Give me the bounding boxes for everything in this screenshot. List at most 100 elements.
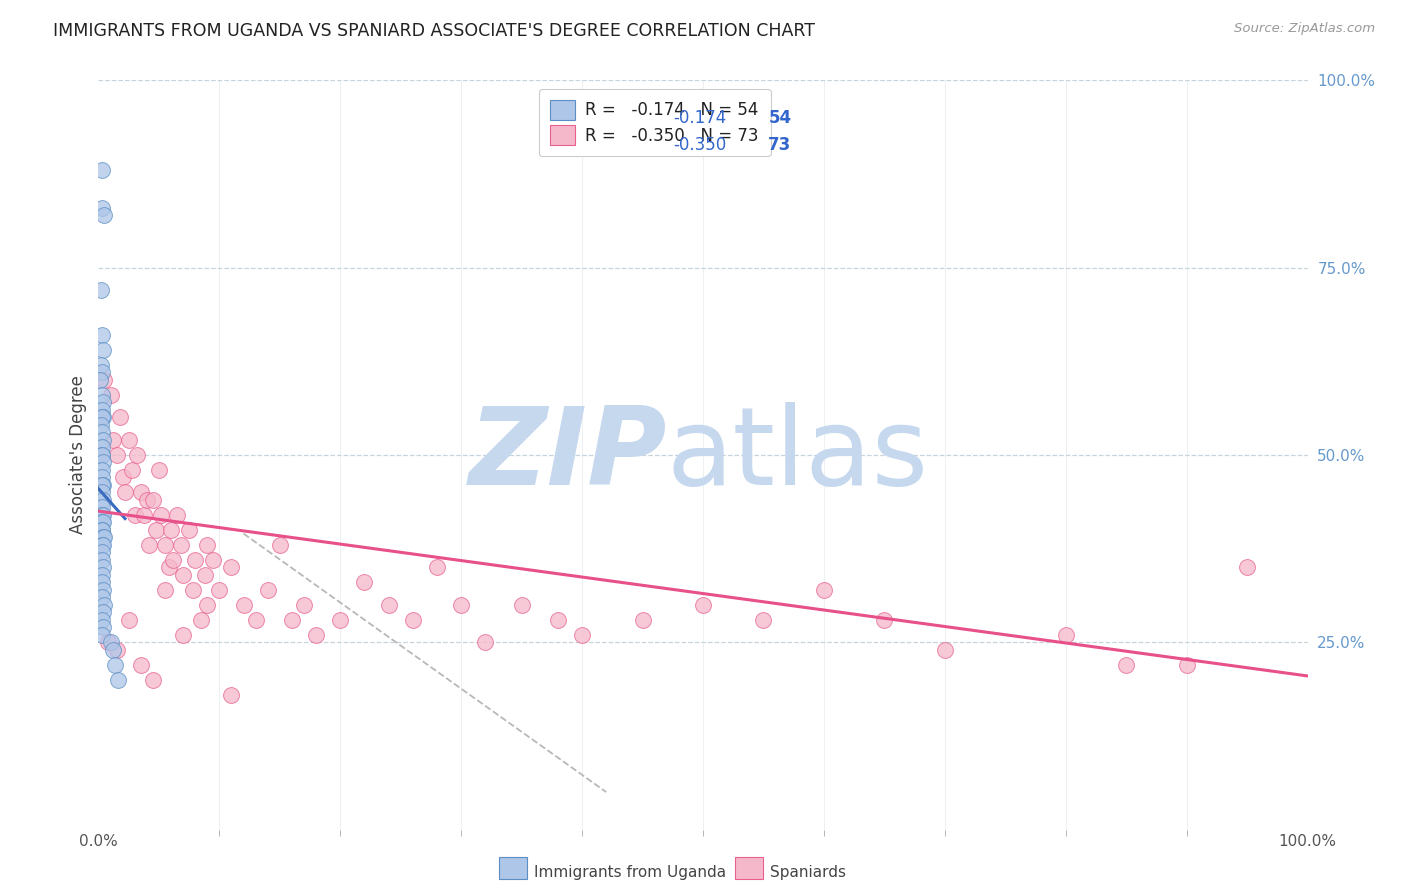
- Point: [91, 478, 114, 492]
- Point: [179, 523, 201, 537]
- Point: [100, 635, 122, 649]
- Point: [402, 613, 425, 627]
- Point: [329, 613, 352, 627]
- Point: [91, 485, 114, 500]
- Point: [104, 657, 127, 672]
- Point: [91, 403, 114, 417]
- Point: [89, 373, 111, 387]
- Point: [91, 425, 114, 440]
- Point: [91, 433, 114, 447]
- Point: [91, 492, 114, 507]
- Point: [91, 591, 114, 605]
- Point: [91, 441, 114, 455]
- Point: [91, 366, 114, 380]
- Point: [93, 598, 115, 612]
- Point: [93, 208, 115, 222]
- Point: [202, 553, 225, 567]
- Point: [91, 620, 114, 634]
- Point: [91, 395, 114, 409]
- Point: [118, 433, 141, 447]
- Point: [91, 448, 114, 462]
- Point: [91, 567, 114, 582]
- Text: atlas: atlas: [666, 402, 929, 508]
- Point: [111, 470, 134, 484]
- Point: [281, 613, 304, 627]
- Point: [162, 553, 184, 567]
- Point: [474, 635, 496, 649]
- Text: IMMIGRANTS FROM UGANDA VS SPANIARD ASSOCIATE'S DEGREE CORRELATION CHART: IMMIGRANTS FROM UGANDA VS SPANIARD ASSOC…: [53, 22, 815, 40]
- Point: [184, 553, 207, 567]
- Point: [91, 478, 114, 492]
- Point: [148, 463, 170, 477]
- Point: [91, 538, 114, 552]
- Text: 54: 54: [768, 110, 792, 128]
- Y-axis label: Associate's Degree: Associate's Degree: [69, 376, 87, 534]
- Point: [90, 358, 112, 372]
- Text: Spaniards: Spaniards: [770, 865, 846, 880]
- Point: [813, 582, 835, 597]
- Point: [269, 538, 291, 552]
- Point: [305, 628, 328, 642]
- Point: [91, 538, 114, 552]
- Point: [101, 433, 124, 447]
- Point: [91, 410, 114, 425]
- Point: [100, 388, 122, 402]
- Point: [93, 373, 115, 387]
- Point: [91, 163, 114, 178]
- Point: [232, 598, 254, 612]
- Legend: R =   -0.174   N = 54, R =   -0.350   N = 73: R = -0.174 N = 54, R = -0.350 N = 73: [538, 88, 770, 156]
- Point: [195, 598, 218, 612]
- Point: [547, 613, 569, 627]
- Point: [91, 448, 114, 462]
- Point: [169, 538, 191, 552]
- Point: [510, 598, 533, 612]
- Text: -0.174: -0.174: [672, 110, 725, 128]
- Point: [1175, 657, 1198, 672]
- Point: [91, 582, 114, 597]
- Point: [934, 642, 956, 657]
- Point: [91, 605, 114, 619]
- Point: [134, 508, 156, 522]
- Point: [91, 560, 114, 574]
- Point: [166, 508, 188, 522]
- Point: [91, 575, 114, 590]
- Point: [1236, 560, 1258, 574]
- Point: [160, 523, 183, 537]
- Point: [91, 201, 114, 215]
- Point: [105, 642, 128, 657]
- Point: [127, 448, 149, 462]
- Point: [142, 492, 165, 507]
- Point: [135, 492, 157, 507]
- Point: [1054, 628, 1077, 642]
- Text: -0.350: -0.350: [672, 136, 725, 154]
- Point: [172, 628, 194, 642]
- Point: [91, 545, 114, 559]
- Point: [142, 673, 165, 687]
- Point: [124, 508, 146, 522]
- Point: [195, 538, 218, 552]
- Point: [90, 283, 112, 297]
- Point: [97, 635, 120, 649]
- Point: [105, 448, 128, 462]
- Point: [150, 508, 173, 522]
- Point: [91, 516, 114, 530]
- Point: [631, 613, 654, 627]
- Point: [107, 673, 129, 687]
- Point: [873, 613, 896, 627]
- Point: [91, 553, 114, 567]
- Point: [292, 598, 315, 612]
- Point: [101, 642, 124, 657]
- Point: [153, 538, 176, 552]
- Point: [426, 560, 449, 574]
- Point: [256, 582, 278, 597]
- Point: [692, 598, 714, 612]
- Point: [91, 410, 114, 425]
- Point: [91, 328, 114, 343]
- Point: [91, 508, 114, 522]
- Point: [129, 657, 152, 672]
- Point: [752, 613, 775, 627]
- Point: [153, 582, 176, 597]
- Point: [91, 508, 114, 522]
- Point: [91, 463, 114, 477]
- Point: [172, 567, 194, 582]
